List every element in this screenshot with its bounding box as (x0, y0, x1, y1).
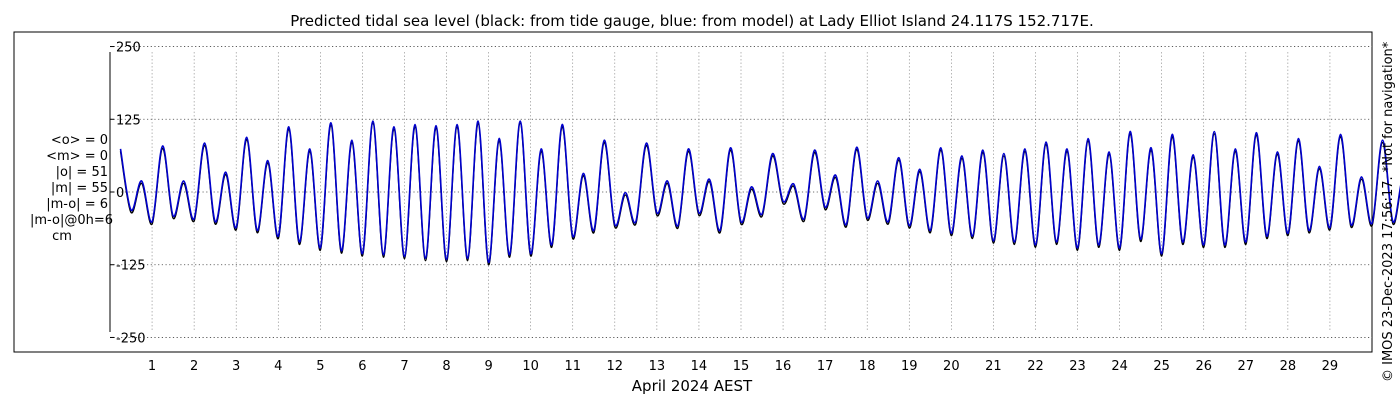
x-tick-label: 22 (1027, 359, 1044, 374)
series-line-model (119, 120, 1400, 264)
x-tick-label: 23 (1069, 359, 1086, 374)
y-tick-label: 125 (116, 113, 141, 128)
x-tick-label: 4 (274, 359, 282, 374)
x-tick-label: 17 (817, 359, 834, 374)
y-tick-label: -125 (116, 259, 146, 274)
stat-abs-diff-0h: |m-o|@0h=6 (30, 213, 113, 228)
stat-unit: cm (52, 229, 72, 244)
x-tick-label: 3 (232, 359, 240, 374)
x-tick-label: 6 (358, 359, 366, 374)
x-axis-label: April 2024 AEST (632, 377, 753, 395)
x-tick-label: 11 (564, 359, 581, 374)
x-tick-label: 5 (316, 359, 324, 374)
y-axis (109, 46, 114, 338)
y-tick-label: -250 (116, 331, 146, 346)
x-tick-label: 8 (442, 359, 450, 374)
y-tick-label: 0 (116, 186, 124, 201)
x-tick-label: 1 (148, 359, 156, 374)
x-tick-label: 14 (691, 359, 708, 374)
x-tick-label: 20 (943, 359, 960, 374)
y-tick-label: 250 (116, 41, 141, 56)
x-tick-labels: 1 2 3 4 5 6 7 8 9 10 11 12 13 14 15 16 17 18 19 20 21 22 23 24 2… (148, 359, 1338, 374)
x-tick-label: 18 (859, 359, 876, 374)
statistics-panel: <o> = 0 <m> = 0 |o| = 51 |m| = 55 |m-o| … (0, 133, 138, 245)
x-tick-label: 29 (1322, 359, 1339, 374)
stat-mean-observed: <o> = 0 (50, 133, 108, 148)
x-tick-label: 28 (1280, 359, 1297, 374)
y-tick-labels: -250 -125 0 125 250 (116, 41, 146, 347)
series-lines (119, 120, 1400, 266)
stat-abs-model: |m| = 55 (50, 181, 108, 196)
x-tick-label: 10 (522, 359, 539, 374)
x-tick-label: 15 (733, 359, 750, 374)
x-tick-label: 21 (985, 359, 1002, 374)
x-tick-label: 2 (190, 359, 198, 374)
grid-lines (110, 46, 1372, 338)
x-tick-label: 26 (1195, 359, 1212, 374)
x-tick-label: 13 (649, 359, 666, 374)
x-tick-label: 9 (484, 359, 492, 374)
chart-title: Predicted tidal sea level (black: from t… (290, 12, 1094, 30)
x-tick-label: 19 (901, 359, 918, 374)
stat-mean-model: <m> = 0 (46, 149, 108, 164)
x-tick-label: 27 (1238, 359, 1255, 374)
x-tick-label: 7 (400, 359, 408, 374)
stat-abs-observed: |o| = 51 (55, 165, 108, 180)
x-tick-label: 25 (1153, 359, 1170, 374)
stat-abs-diff: |m-o| = 6 (46, 197, 108, 212)
x-tick-label: 24 (1111, 359, 1128, 374)
x-tick-label: 12 (607, 359, 624, 374)
x-tick-label: 16 (775, 359, 792, 374)
credit-text: © IMOS 23-Dec-2023 17:56:17. *Not for na… (1381, 41, 1396, 382)
